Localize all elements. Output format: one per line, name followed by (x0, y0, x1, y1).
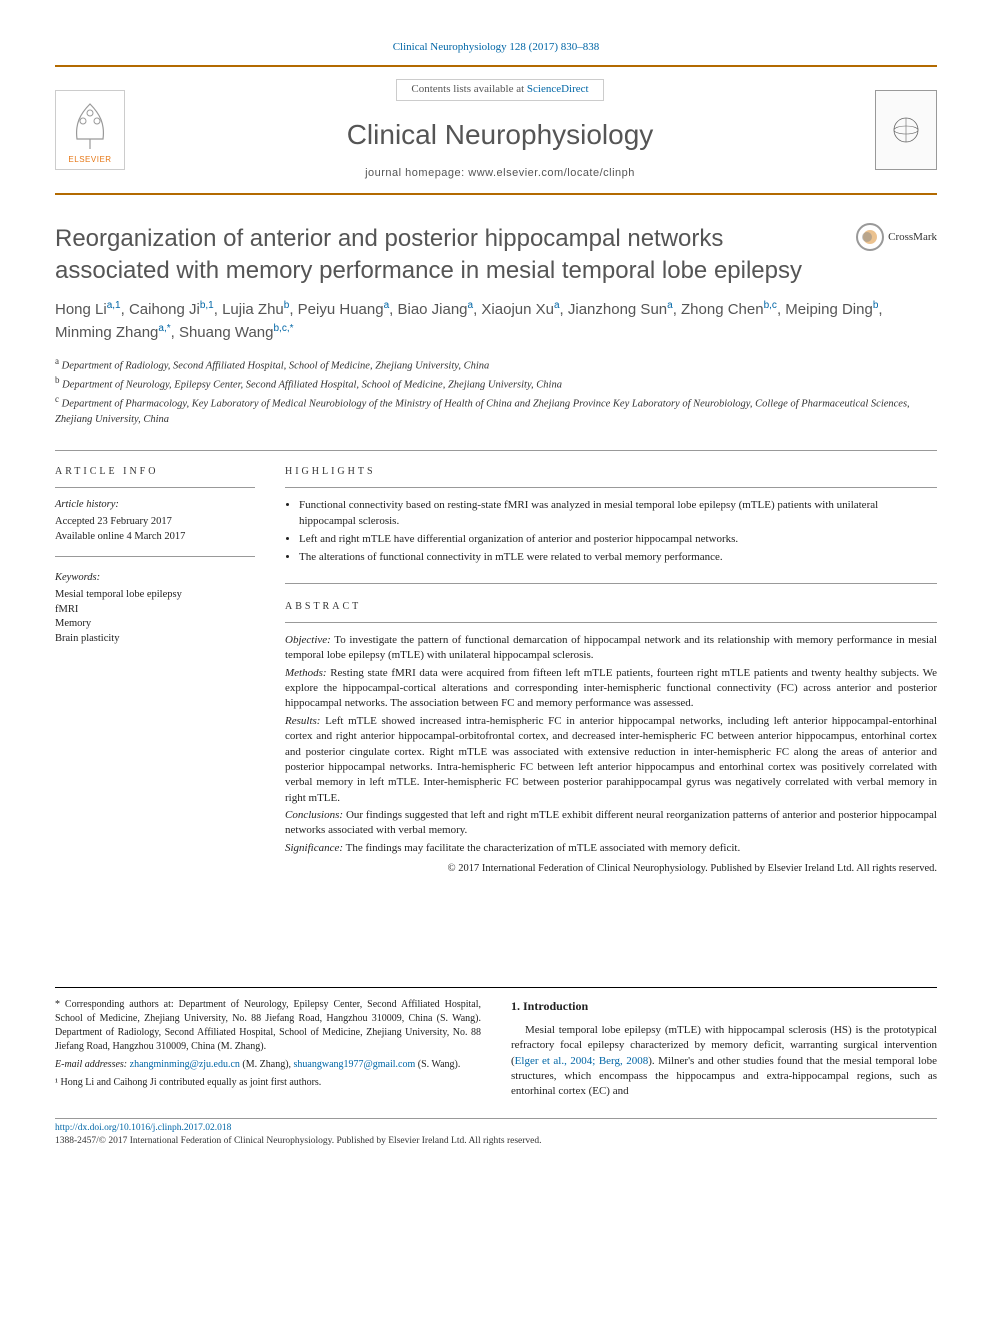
corresponding-footnote: * Corresponding authors at: Department o… (55, 998, 481, 1054)
page: Clinical Neurophysiology 128 (2017) 830–… (0, 0, 992, 1178)
equal-contribution-footnote: ¹ Hong Li and Caihong Ji contributed equ… (55, 1076, 481, 1090)
highlight-item: The alterations of functional connectivi… (299, 550, 937, 565)
abstract-copyright: © 2017 International Federation of Clini… (285, 862, 937, 877)
highlight-item: Functional connectivity based on resting… (299, 498, 937, 529)
keywords-label: Keywords: (55, 571, 255, 586)
doi-link[interactable]: http://dx.doi.org/10.1016/j.clinph.2017.… (55, 1123, 231, 1133)
homepage-url: www.elsevier.com/locate/clinph (468, 167, 635, 179)
homepage-prefix: journal homepage: (365, 167, 468, 179)
highlights-heading: HIGHLIGHTS (285, 465, 937, 488)
crossmark-icon (856, 223, 884, 251)
email-who: (S. Wang). (415, 1059, 460, 1070)
title-row: Reorganization of anterior and posterior… (55, 223, 937, 285)
highlights-list: Functional connectivity based on resting… (285, 498, 937, 584)
journal-homepage: journal homepage: www.elsevier.com/locat… (145, 166, 855, 181)
footnotes-column: * Corresponding authors at: Department o… (55, 998, 481, 1100)
keyword: Mesial temporal lobe epilepsy (55, 588, 255, 603)
cover-placeholder-icon (886, 110, 926, 150)
masthead-center: Contents lists available at ScienceDirec… (145, 79, 855, 181)
email-footnote: E-mail addresses: zhangminming@zju.edu.c… (55, 1058, 481, 1072)
masthead: ELSEVIER Contents lists available at Sci… (55, 65, 937, 195)
introduction-paragraph: Mesial temporal lobe epilepsy (mTLE) wit… (511, 1023, 937, 1100)
article-info-heading: ARTICLE INFO (55, 465, 255, 488)
abstract-body: Objective: To investigate the pattern of… (285, 633, 937, 856)
affiliation: a Department of Radiology, Second Affili… (55, 355, 937, 374)
abstract-section: Objective: To investigate the pattern of… (285, 633, 937, 664)
affiliation: c Department of Pharmacology, Key Labora… (55, 393, 937, 428)
affiliation: b Department of Neurology, Epilepsy Cent… (55, 374, 937, 393)
publisher-logo: ELSEVIER (55, 90, 125, 170)
elsevier-tree-icon (65, 99, 115, 154)
article-title: Reorganization of anterior and posterior… (55, 223, 836, 285)
abstract-section: Significance: The findings may facilitat… (285, 841, 937, 856)
keyword: Brain plasticity (55, 632, 255, 647)
footer-rule (55, 1118, 937, 1119)
journal-cover-thumb (875, 90, 937, 170)
introduction-heading: 1. Introduction (511, 998, 937, 1015)
keyword: fMRI (55, 603, 255, 618)
history-line: Available online 4 March 2017 (55, 530, 255, 545)
introduction-column: 1. Introduction Mesial temporal lobe epi… (511, 998, 937, 1100)
citation-link[interactable]: Elger et al., 2004; Berg, 2008 (515, 1055, 649, 1067)
affiliation-list: a Department of Radiology, Second Affili… (55, 355, 937, 429)
abstract-section: Conclusions: Our findings suggested that… (285, 808, 937, 839)
article-history-block: Article history: Accepted 23 February 20… (55, 498, 255, 557)
issn-copyright: 1388-2457/© 2017 International Federatio… (55, 1135, 937, 1148)
highlight-item: Left and right mTLE have differential or… (299, 532, 937, 547)
info-abstract-row: ARTICLE INFO Article history: Accepted 2… (55, 450, 937, 877)
emails-label: E-mail addresses: (55, 1059, 130, 1070)
top-citation-link[interactable]: Clinical Neurophysiology 128 (2017) 830–… (393, 41, 600, 53)
abstract-section: Results: Left mTLE showed increased intr… (285, 714, 937, 806)
journal-title: Clinical Neurophysiology (145, 115, 855, 154)
abstract-section: Methods: Resting state fMRI data were ac… (285, 666, 937, 712)
crossmark-label: CrossMark (888, 230, 937, 245)
body-two-column: * Corresponding authors at: Department o… (55, 987, 937, 1100)
crossmark-widget[interactable]: CrossMark (856, 223, 937, 251)
abstract-column: HIGHLIGHTS Functional connectivity based… (285, 465, 937, 877)
email-who: (M. Zhang), (240, 1059, 294, 1070)
abstract-heading: ABSTRACT (285, 600, 937, 623)
email-link[interactable]: shuangwang1977@gmail.com (294, 1059, 416, 1070)
page-footer: http://dx.doi.org/10.1016/j.clinph.2017.… (55, 1118, 937, 1149)
top-citation: Clinical Neurophysiology 128 (2017) 830–… (55, 40, 937, 55)
history-label: Article history: (55, 498, 255, 513)
contents-available: Contents lists available at ScienceDirec… (396, 79, 603, 100)
sciencedirect-link[interactable]: ScienceDirect (527, 83, 589, 95)
author-list: Hong Lia,1, Caihong Jib,1, Lujia Zhub, P… (55, 298, 937, 345)
history-line: Accepted 23 February 2017 (55, 515, 255, 530)
keywords-block: Keywords: Mesial temporal lobe epilepsy … (55, 571, 255, 658)
email-link[interactable]: zhangminming@zju.edu.cn (130, 1059, 240, 1070)
publisher-name: ELSEVIER (68, 154, 111, 165)
keyword: Memory (55, 617, 255, 632)
contents-prefix: Contents lists available at (411, 83, 526, 95)
article-info-column: ARTICLE INFO Article history: Accepted 2… (55, 465, 255, 877)
